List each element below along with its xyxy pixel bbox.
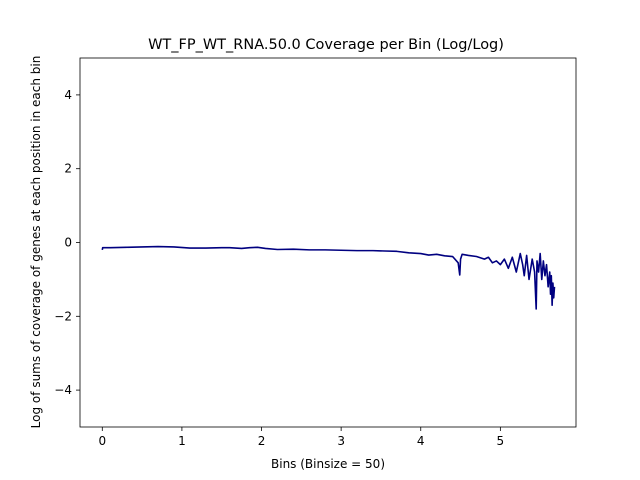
x-tick-label: 0 [98,434,106,448]
coverage-series-line [101,245,556,310]
y-tick-label: 4 [64,88,72,102]
y-tick-label: −2 [54,309,72,323]
x-tick-label: 1 [178,434,186,448]
chart-title: WT_FP_WT_RNA.50.0 Coverage per Bin (Log/… [148,37,504,53]
x-tick-label: 2 [258,434,266,448]
y-axis-ticks: −4 −2 0 2 4 [54,88,80,397]
x-axis-label: Bins (Binsize = 50) [271,457,385,471]
x-tick-label: 4 [417,434,425,448]
y-tick-label: 2 [64,162,72,176]
y-axis-label: Log of sums of coverage of genes at each… [29,56,43,429]
x-tick-label: 5 [497,434,505,448]
x-axis-ticks: 0 1 2 3 4 5 [98,427,504,448]
y-tick-label: 0 [64,236,72,250]
x-tick-label: 3 [337,434,345,448]
y-tick-label: −4 [54,383,72,397]
plot-area [79,57,577,428]
